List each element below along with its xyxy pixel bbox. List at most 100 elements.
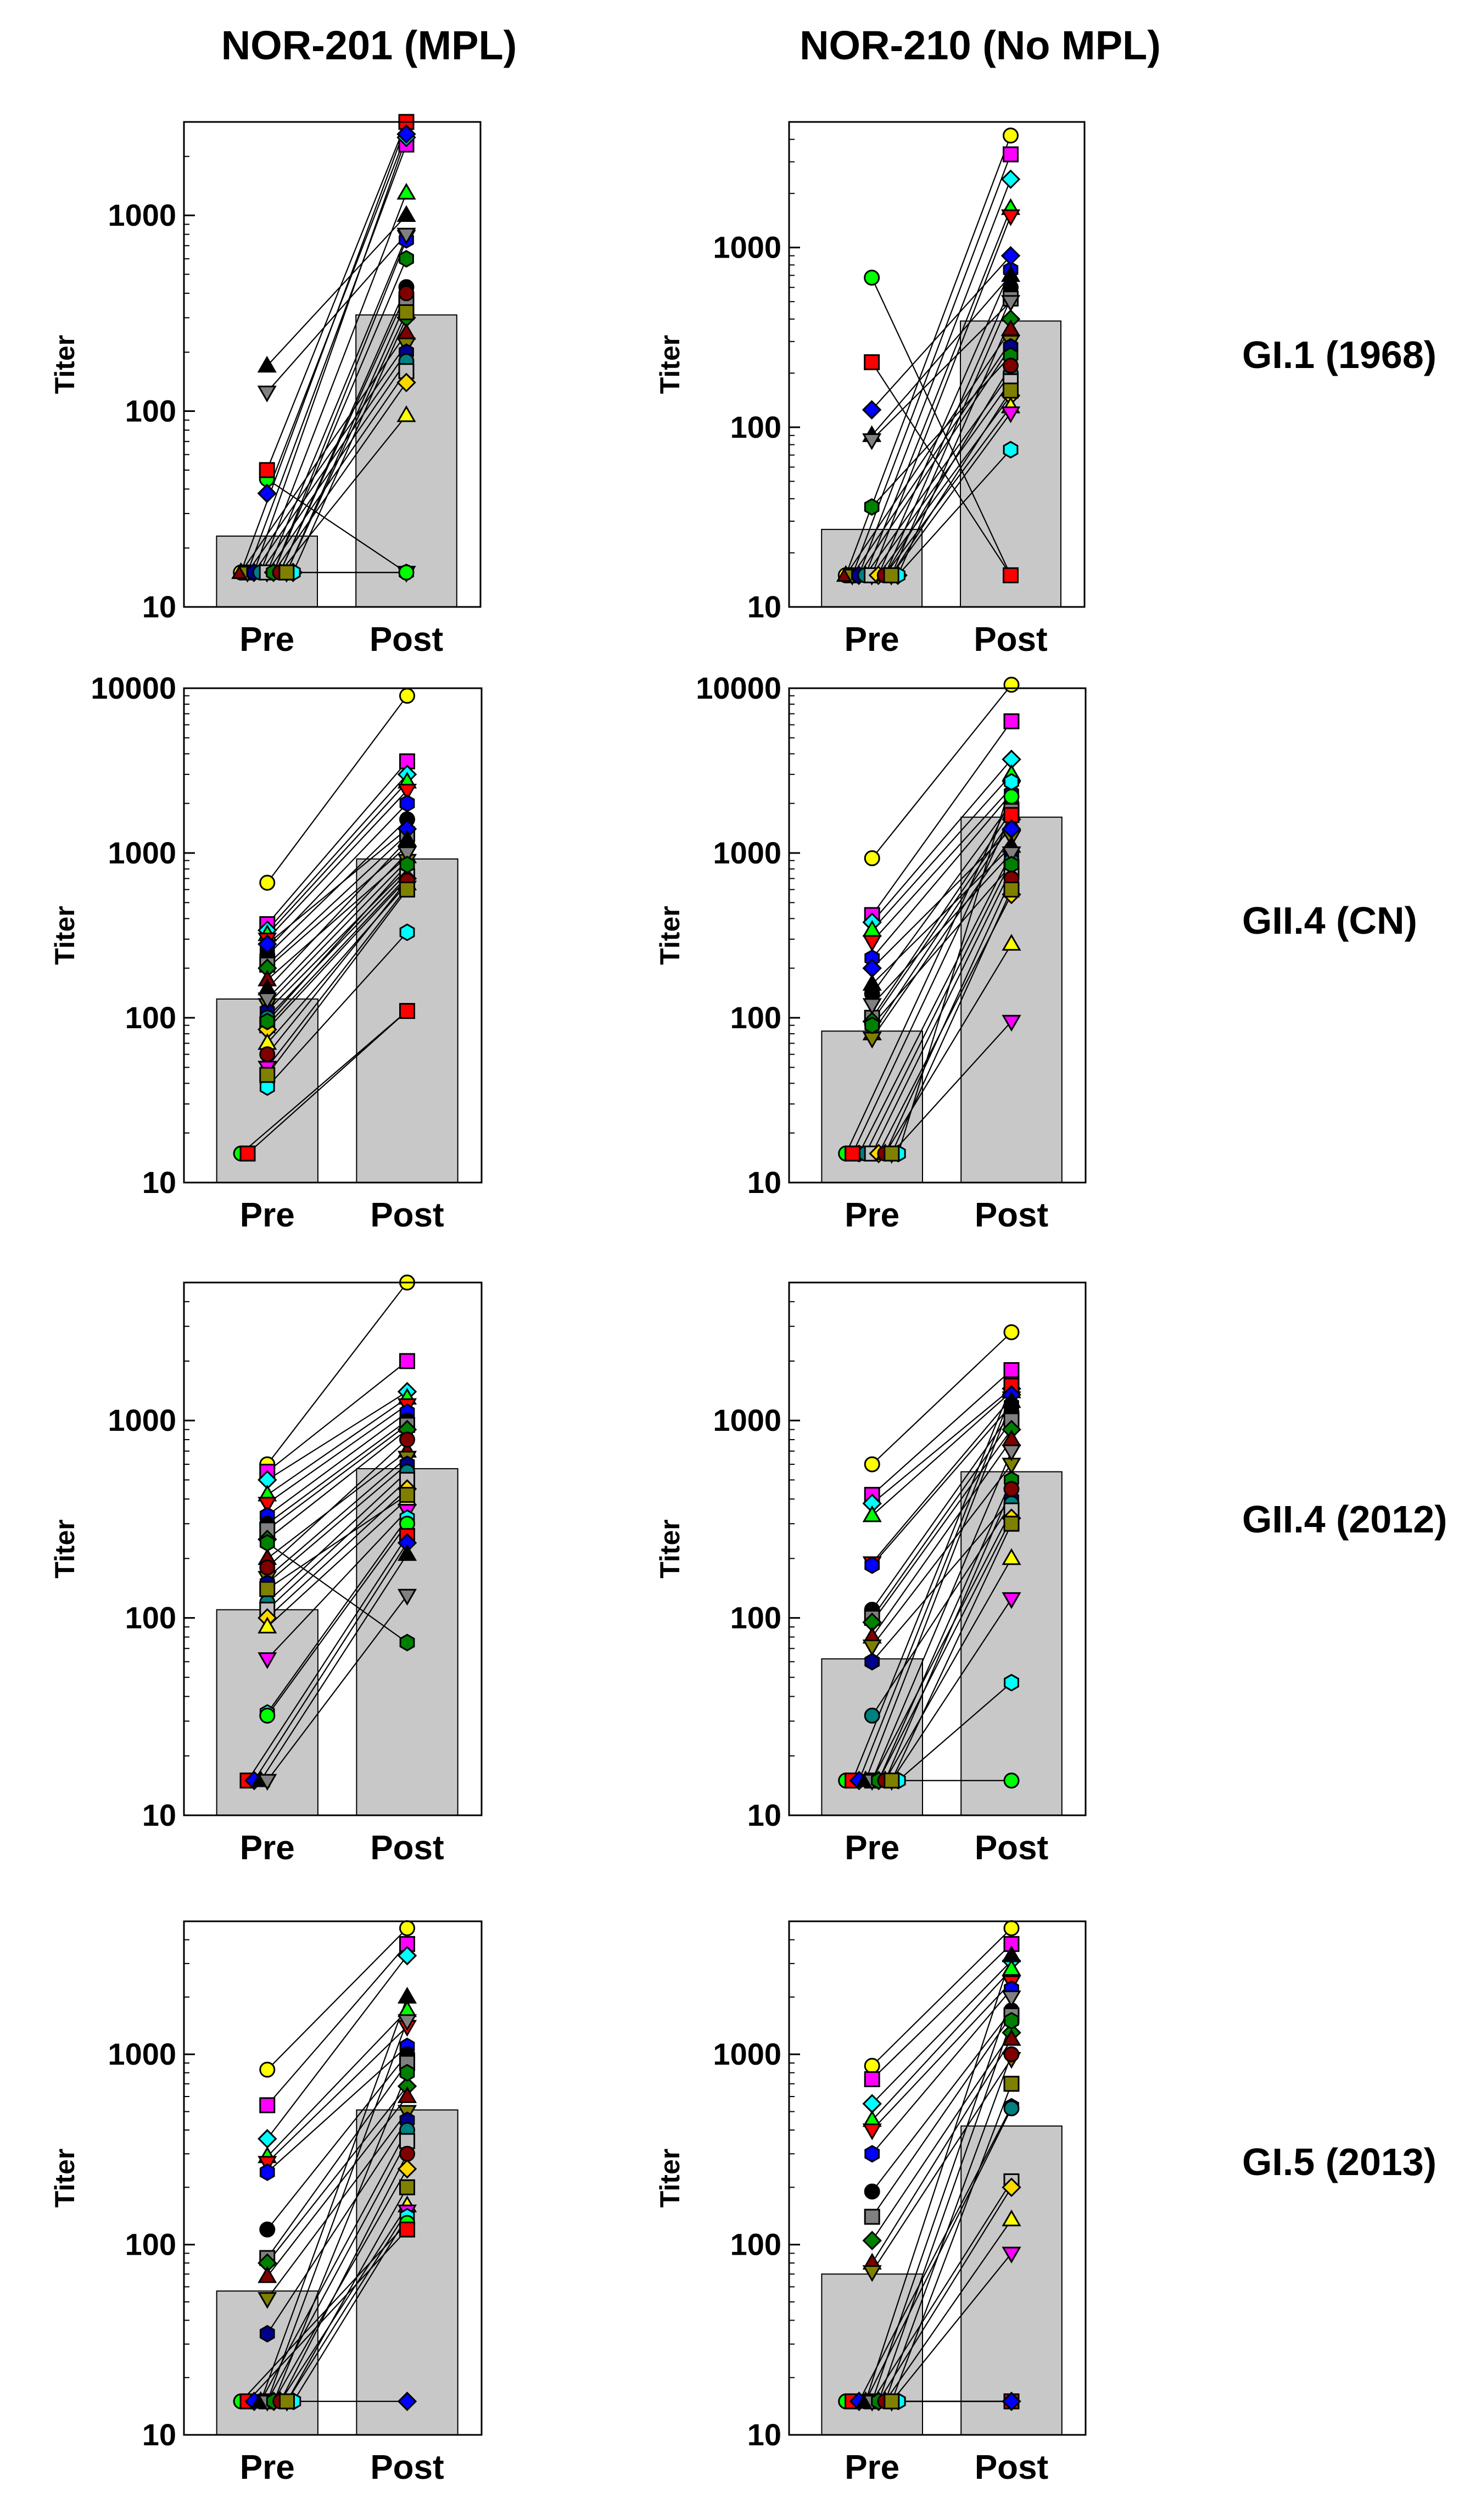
subject-line	[871, 828, 1012, 969]
row-label-gi1-1968: GI.1 (1968)	[1242, 333, 1436, 376]
post-point	[1003, 146, 1019, 163]
pre-point	[864, 1456, 880, 1473]
subject-line	[871, 793, 1012, 959]
column-title-mpl: NOR-201 (MPL)	[221, 23, 517, 68]
subject-line	[871, 2181, 1012, 2402]
subject-line	[871, 2058, 1012, 2272]
y-tick-label: 100	[730, 410, 781, 444]
pre-point	[862, 1640, 882, 1657]
y-tick-label: 1000	[108, 835, 176, 870]
post-point	[397, 1945, 417, 1966]
subject-line	[266, 1943, 408, 2106]
y-tick-label: 1000	[713, 835, 781, 870]
subject-line	[266, 2086, 408, 2263]
pre-point	[864, 2071, 880, 2087]
post-point	[1002, 934, 1021, 951]
subject-line	[279, 2205, 408, 2402]
pre-point	[864, 1556, 880, 1574]
subject-line	[871, 787, 1012, 943]
y-tick-label: 10	[142, 589, 176, 624]
subject-line	[247, 1010, 408, 1154]
subject-line	[267, 1404, 408, 1504]
subject-line	[871, 1369, 1012, 1496]
subject-line	[247, 343, 407, 573]
subject-line	[266, 1927, 408, 2070]
pre-point	[864, 269, 880, 286]
subject-line	[884, 406, 1011, 576]
post-point	[1000, 246, 1021, 266]
subject-line	[871, 1943, 1012, 2080]
subject-line	[279, 2153, 408, 2402]
post-point	[1003, 2100, 1020, 2117]
subject-line	[267, 1424, 408, 1530]
post-point	[1002, 2029, 1021, 2046]
post-point	[1002, 1945, 1021, 1963]
chart-panel-p31: 10 100 1000 Titer Pre Post	[49, 1274, 483, 1867]
pre-point	[259, 1067, 276, 1083]
subject-line	[877, 270, 1011, 576]
subject-line	[247, 1535, 408, 1781]
subject-line	[260, 2129, 408, 2402]
subject-line	[267, 1397, 408, 1496]
y-tick-label: 10	[142, 1798, 176, 1832]
plot-frame	[788, 1920, 1087, 2436]
subject-line	[871, 1981, 1012, 2131]
category-label-post: Post	[975, 1829, 1048, 1867]
bar-pre	[216, 2290, 318, 2436]
post-point	[1002, 1391, 1021, 1408]
y-tick-label: 100	[730, 1601, 781, 1635]
subject-line	[871, 275, 1011, 436]
subject-line	[267, 1429, 408, 1540]
subject-line	[865, 1955, 1013, 2402]
post-point	[1003, 567, 1019, 583]
pre-point	[864, 2209, 880, 2225]
subject-line	[871, 1404, 1012, 1566]
subject-line	[241, 2222, 408, 2402]
post-point	[399, 856, 415, 874]
subject-line	[884, 1488, 1013, 1781]
pre-point	[259, 874, 276, 891]
subject-line	[871, 852, 1012, 1005]
row-label-gii4-2012: GII.4 (2012)	[1242, 1498, 1447, 1541]
post-point	[1002, 1991, 1021, 2008]
post-point	[397, 846, 417, 863]
subject-line	[871, 1391, 1012, 1517]
subject-line	[878, 1479, 1013, 1781]
pre-point	[257, 483, 277, 504]
post-point	[1003, 1772, 1020, 1789]
subject-line	[871, 1388, 1012, 1504]
subject-line	[891, 1598, 1012, 1781]
subject-line	[858, 346, 1011, 576]
pre-point	[862, 2123, 882, 2140]
y-axis-label: Titer	[655, 1519, 685, 1578]
subject-line	[267, 1498, 408, 1627]
y-tick-label: 100	[125, 394, 176, 428]
pre-point	[884, 1145, 900, 1162]
post-point	[1000, 169, 1021, 189]
post-point	[1003, 1362, 1020, 1378]
post-point	[399, 2064, 415, 2082]
post-point	[1004, 773, 1019, 791]
y-tick-label: 10	[747, 1165, 781, 1200]
pre-point	[257, 355, 277, 373]
chart-panel-p12: 10 100 1000 Titer Pre Post	[655, 121, 1086, 659]
subject-line	[897, 782, 1013, 1154]
pre-point	[239, 1145, 256, 1162]
pre-point	[258, 992, 277, 1010]
post-point	[1003, 2076, 1020, 2092]
subject-line	[885, 1558, 1012, 1781]
subject-line	[871, 1510, 1012, 1781]
y-tick-label: 1000	[713, 1403, 781, 1437]
y-tick-label: 100	[125, 1000, 176, 1035]
post-point	[399, 882, 415, 898]
pre-point	[259, 2061, 276, 2078]
subject-line	[266, 1510, 408, 1659]
subject-line	[885, 944, 1012, 1154]
pre-point	[864, 498, 880, 516]
post-point	[398, 285, 415, 302]
subject-line	[267, 1361, 408, 1473]
post-point	[1003, 788, 1020, 805]
panels: 10 100 1000 Titer Pre Post 10 100 1000 Titer Pre Po…	[49, 114, 1087, 2486]
subject-line	[267, 1457, 408, 1579]
plot-frame	[788, 1281, 1087, 1816]
